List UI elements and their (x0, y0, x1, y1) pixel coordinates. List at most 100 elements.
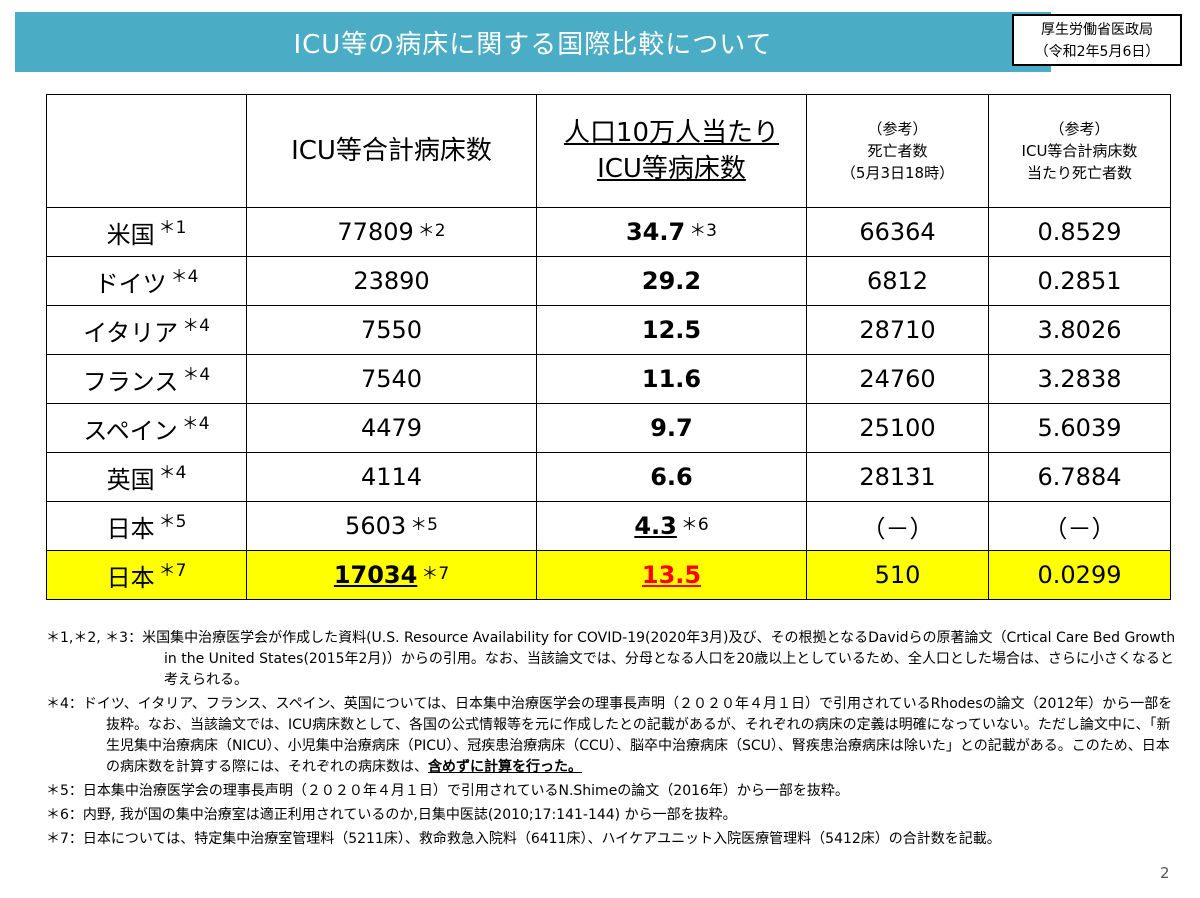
beds-value: 17034 (333, 561, 418, 589)
header-deaths-per-bed: （参考） ICU等合計病床数 当たり死亡者数 (988, 94, 1171, 208)
ratio-cell: 3.2838 (988, 354, 1171, 404)
country-name: フランス (82, 367, 179, 396)
country-cell: 日本 ＊5 (46, 501, 247, 551)
country-cell: スペイン ＊4 (46, 403, 247, 453)
header-ratio-ref: （参考） (1049, 120, 1110, 138)
per-cell: 9.7 (536, 403, 807, 453)
footnote-mark: ＊4 (182, 315, 210, 336)
beds-value: 5603 (345, 512, 407, 540)
footnote-label: ＊4： (46, 696, 83, 712)
ratio-cell: 5.6039 (988, 403, 1171, 453)
header-total-beds-label: ICU等合計病床数 (291, 136, 492, 166)
title-bar: ICU等の病床に関する国際比較について (15, 12, 1051, 72)
beds-cell: 77809 ＊2 (246, 207, 537, 257)
table-header-row: ICU等合計病床数 人口10万人当たり ICU等病床数 （参考） 死亡者数 （5… (46, 94, 1171, 208)
footnote-mark: ＊4 (170, 266, 199, 287)
country-name: スペイン (83, 416, 178, 445)
country-cell: 日本 ＊7 (46, 550, 247, 600)
footnote-label: ＊1,＊2, ＊3： (46, 630, 143, 646)
footnote-4: ＊4：ドイツ、イタリア、フランス、スペイン、英国については、日本集中治療医学会の… (46, 694, 1176, 778)
footnote-mark: ＊5 (158, 511, 187, 532)
per-cell: 6.6 (536, 452, 807, 502)
footnote-mark: ＊4 (181, 413, 210, 434)
country-cell: 英国 ＊4 (46, 452, 247, 502)
per-value: 9.7 (650, 414, 693, 442)
per-value: 4.3 (634, 512, 677, 540)
footnote-mark: ＊1 (158, 217, 187, 238)
header-per-100k: 人口10万人当たり ICU等病床数 (536, 94, 807, 208)
footnote-mark: ＊3 (689, 221, 718, 241)
country-cell: 米国 ＊1 (46, 207, 247, 257)
footnote-mark: ＊6 (680, 515, 709, 535)
country-name: 米国 (106, 220, 155, 249)
per-cell: 13.5 (536, 550, 807, 600)
table-row-france: フランス ＊4 7540 11.6 24760 3.2838 (46, 354, 1171, 404)
per-value: 11.6 (641, 365, 702, 393)
beds-value: 77809 (337, 218, 414, 246)
table-row-japan-highlight: 日本 ＊7 17034 ＊7 13.5 510 0.0299 (46, 550, 1171, 600)
table-row-germany: ドイツ ＊4 23890 29.2 6812 0.2851 (46, 256, 1171, 306)
country-cell: フランス ＊4 (46, 354, 247, 404)
header-deaths-date: （5月3日18時） (840, 164, 955, 182)
header-deaths: （参考） 死亡者数 （5月3日18時） (806, 94, 989, 208)
header-total-beds: ICU等合計病床数 (246, 94, 537, 208)
beds-cell: 7540 (246, 354, 537, 404)
ratio-cell: 6.7884 (988, 452, 1171, 502)
source-date: （令和2年5月6日） (1034, 44, 1160, 60)
header-deaths-label: 死亡者数 (867, 142, 928, 160)
deaths-cell: 25100 (806, 403, 989, 453)
per-cell: 4.3 ＊6 (536, 501, 807, 551)
deaths-cell: 28131 (806, 452, 989, 502)
deaths-cell: 6812 (806, 256, 989, 306)
ratio-cell: 0.0299 (988, 550, 1171, 600)
beds-cell: 17034 ＊7 (246, 550, 537, 600)
footnotes: ＊1,＊2, ＊3：米国集中治療医学会が作成した資料(U.S. Resource… (46, 628, 1176, 853)
country-name: 日本 (106, 563, 155, 592)
country-name: 日本 (106, 514, 155, 543)
per-value: 12.5 (641, 316, 702, 344)
table-row-spain: スペイン ＊4 4479 9.7 25100 5.6039 (46, 403, 1171, 453)
header-ratio-line2: 当たり死亡者数 (1026, 164, 1132, 182)
country-name: ドイツ (94, 269, 167, 298)
deaths-cell: （－） (806, 501, 989, 551)
header-ratio-line1: ICU等合計病床数 (1021, 142, 1138, 160)
footnote-mark: ＊7 (421, 564, 450, 584)
header-corner (46, 94, 247, 208)
footnote-5: ＊5：日本集中治療医学会の理事長声明（２０２０年４月１日）で引用されているN.S… (46, 783, 849, 799)
deaths-cell: 28710 (806, 305, 989, 355)
footnote-text: 米国集中治療医学会が作成した資料(U.S. Resource Availabil… (142, 630, 1176, 688)
country-name: イタリア (83, 318, 179, 347)
footnote-emphasis: 含めずに計算を行った。 (428, 759, 582, 775)
per-value: 13.5 (641, 561, 702, 589)
footnote-1-3: ＊1,＊2, ＊3：米国集中治療医学会が作成した資料(U.S. Resource… (46, 628, 1176, 691)
per-cell: 34.7 ＊3 (536, 207, 807, 257)
deaths-cell: 66364 (806, 207, 989, 257)
beds-cell: 23890 (246, 256, 537, 306)
per-value: 29.2 (641, 267, 702, 295)
table-row-usa: 米国 ＊1 77809 ＊2 34.7 ＊3 66364 0.8529 (46, 207, 1171, 257)
beds-cell: 5603 ＊5 (246, 501, 537, 551)
country-name: 英国 (106, 465, 155, 494)
source-org: 厚生労働省医政局 (1041, 22, 1153, 38)
footnote-mark: ＊2 (417, 221, 446, 241)
per-cell: 11.6 (536, 354, 807, 404)
per-value: 6.6 (650, 463, 693, 491)
footnote-6: ＊6：内野, 我が国の集中治療室は適正利用されているのか,日集中医誌(2010;… (46, 807, 737, 823)
footnote-mark: ＊7 (158, 560, 187, 581)
header-per-100k-line2: ICU等病床数 (597, 154, 746, 184)
per-value: 34.7 (625, 218, 686, 246)
table-row-uk: 英国 ＊4 4114 6.6 28131 6.7884 (46, 452, 1171, 502)
table-row-italy: イタリア ＊4 7550 12.5 28710 3.8026 (46, 305, 1171, 355)
country-cell: イタリア ＊4 (46, 305, 247, 355)
ratio-cell: 3.8026 (988, 305, 1171, 355)
header-per-100k-line1: 人口10万人当たり (563, 118, 780, 148)
source-box: 厚生労働省医政局 （令和2年5月6日） (1012, 14, 1182, 66)
beds-cell: 4114 (246, 452, 537, 502)
comparison-table: ICU等合計病床数 人口10万人当たり ICU等病床数 （参考） 死亡者数 （5… (46, 94, 1171, 600)
footnote-mark: ＊4 (158, 462, 187, 483)
table-row-japan-shime: 日本 ＊5 5603 ＊5 4.3 ＊6 （－） （－） (46, 501, 1171, 551)
page-number: 2 (1160, 864, 1170, 882)
ratio-cell: 0.8529 (988, 207, 1171, 257)
page-title: ICU等の病床に関する国際比較について (293, 29, 773, 60)
ratio-cell: 0.2851 (988, 256, 1171, 306)
